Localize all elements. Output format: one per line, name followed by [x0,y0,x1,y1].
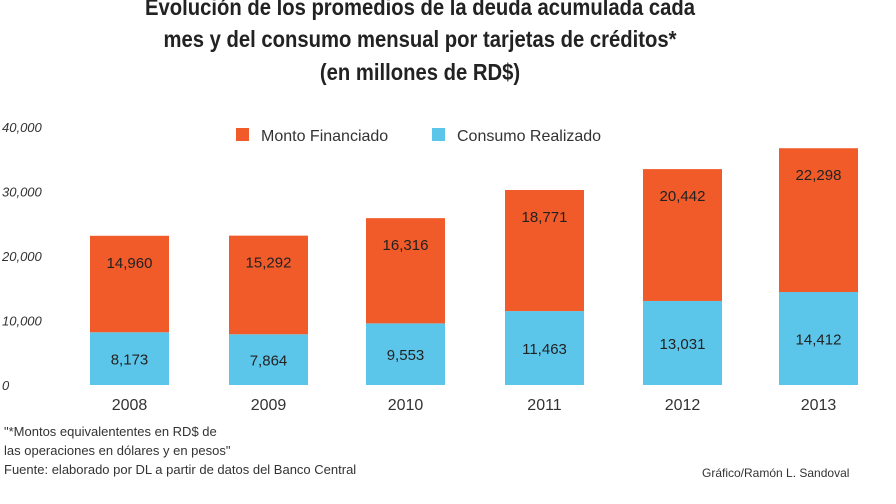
data-label: 9,553 [387,347,425,364]
legend-label: Consumo Realizado [457,128,601,145]
credit-note: Gráfico/Ramón L. Sandoval [702,466,850,480]
chart-title-line-1: Evolución de los promedios de la deuda a… [145,0,696,20]
bar-consumo-realizado [643,300,722,385]
legend-label: Monto Financiado [261,128,388,145]
footnote-line-1: "*Montos equivalententes en RD$ de [4,424,217,439]
x-tick-label: 2013 [801,397,837,414]
data-label: 20,442 [660,188,706,205]
y-tick-label: 0 [2,378,10,393]
y-tick-label: 20,000 [1,249,43,264]
y-tick-label: 30,000 [2,185,43,200]
data-label: 14,412 [796,332,842,349]
x-tick-label: 2009 [251,397,287,414]
chart-title-line-2: mes y del consumo mensual por tarjetas d… [163,26,677,52]
y-tick-label: 40,000 [2,120,43,135]
data-label: 15,292 [246,255,292,272]
legend-swatch [236,128,249,141]
chart-title-line-3: (en millones de RD$) [319,59,521,85]
data-label: 8,173 [111,352,149,369]
data-label: 18,771 [522,209,568,226]
bar-consumo-realizado [229,334,308,385]
legend-swatch [432,128,445,141]
data-label: 22,298 [796,167,842,184]
footnote-line-2: las operaciones en dólares y en pesos" [4,443,231,458]
bar-monto-financiado [643,169,722,301]
x-tick-label: 2011 [527,397,562,414]
bar-monto-financiado [229,235,308,335]
x-tick-label: 2012 [665,397,701,414]
bar-monto-financiado [90,235,169,333]
data-label: 11,463 [522,341,567,358]
y-tick-label: 10,000 [2,314,43,329]
data-label: 13,031 [660,336,706,353]
data-label: 7,864 [250,353,288,370]
bar-monto-financiado [366,218,445,324]
bar-monto-financiado [779,148,858,293]
bar-consumo-realizado [779,292,858,385]
data-label: 14,960 [107,255,153,272]
x-tick-label: 2008 [112,397,148,414]
data-label: 16,316 [383,237,429,254]
x-tick-label: 2010 [388,397,424,414]
bar-consumo-realizado [366,323,445,385]
bar-consumo-realizado [90,332,169,385]
bar-consumo-realizado [505,311,584,385]
source-note: Fuente: elaborado por DL a partir de dat… [4,462,357,477]
bar-monto-financiado [505,189,584,312]
